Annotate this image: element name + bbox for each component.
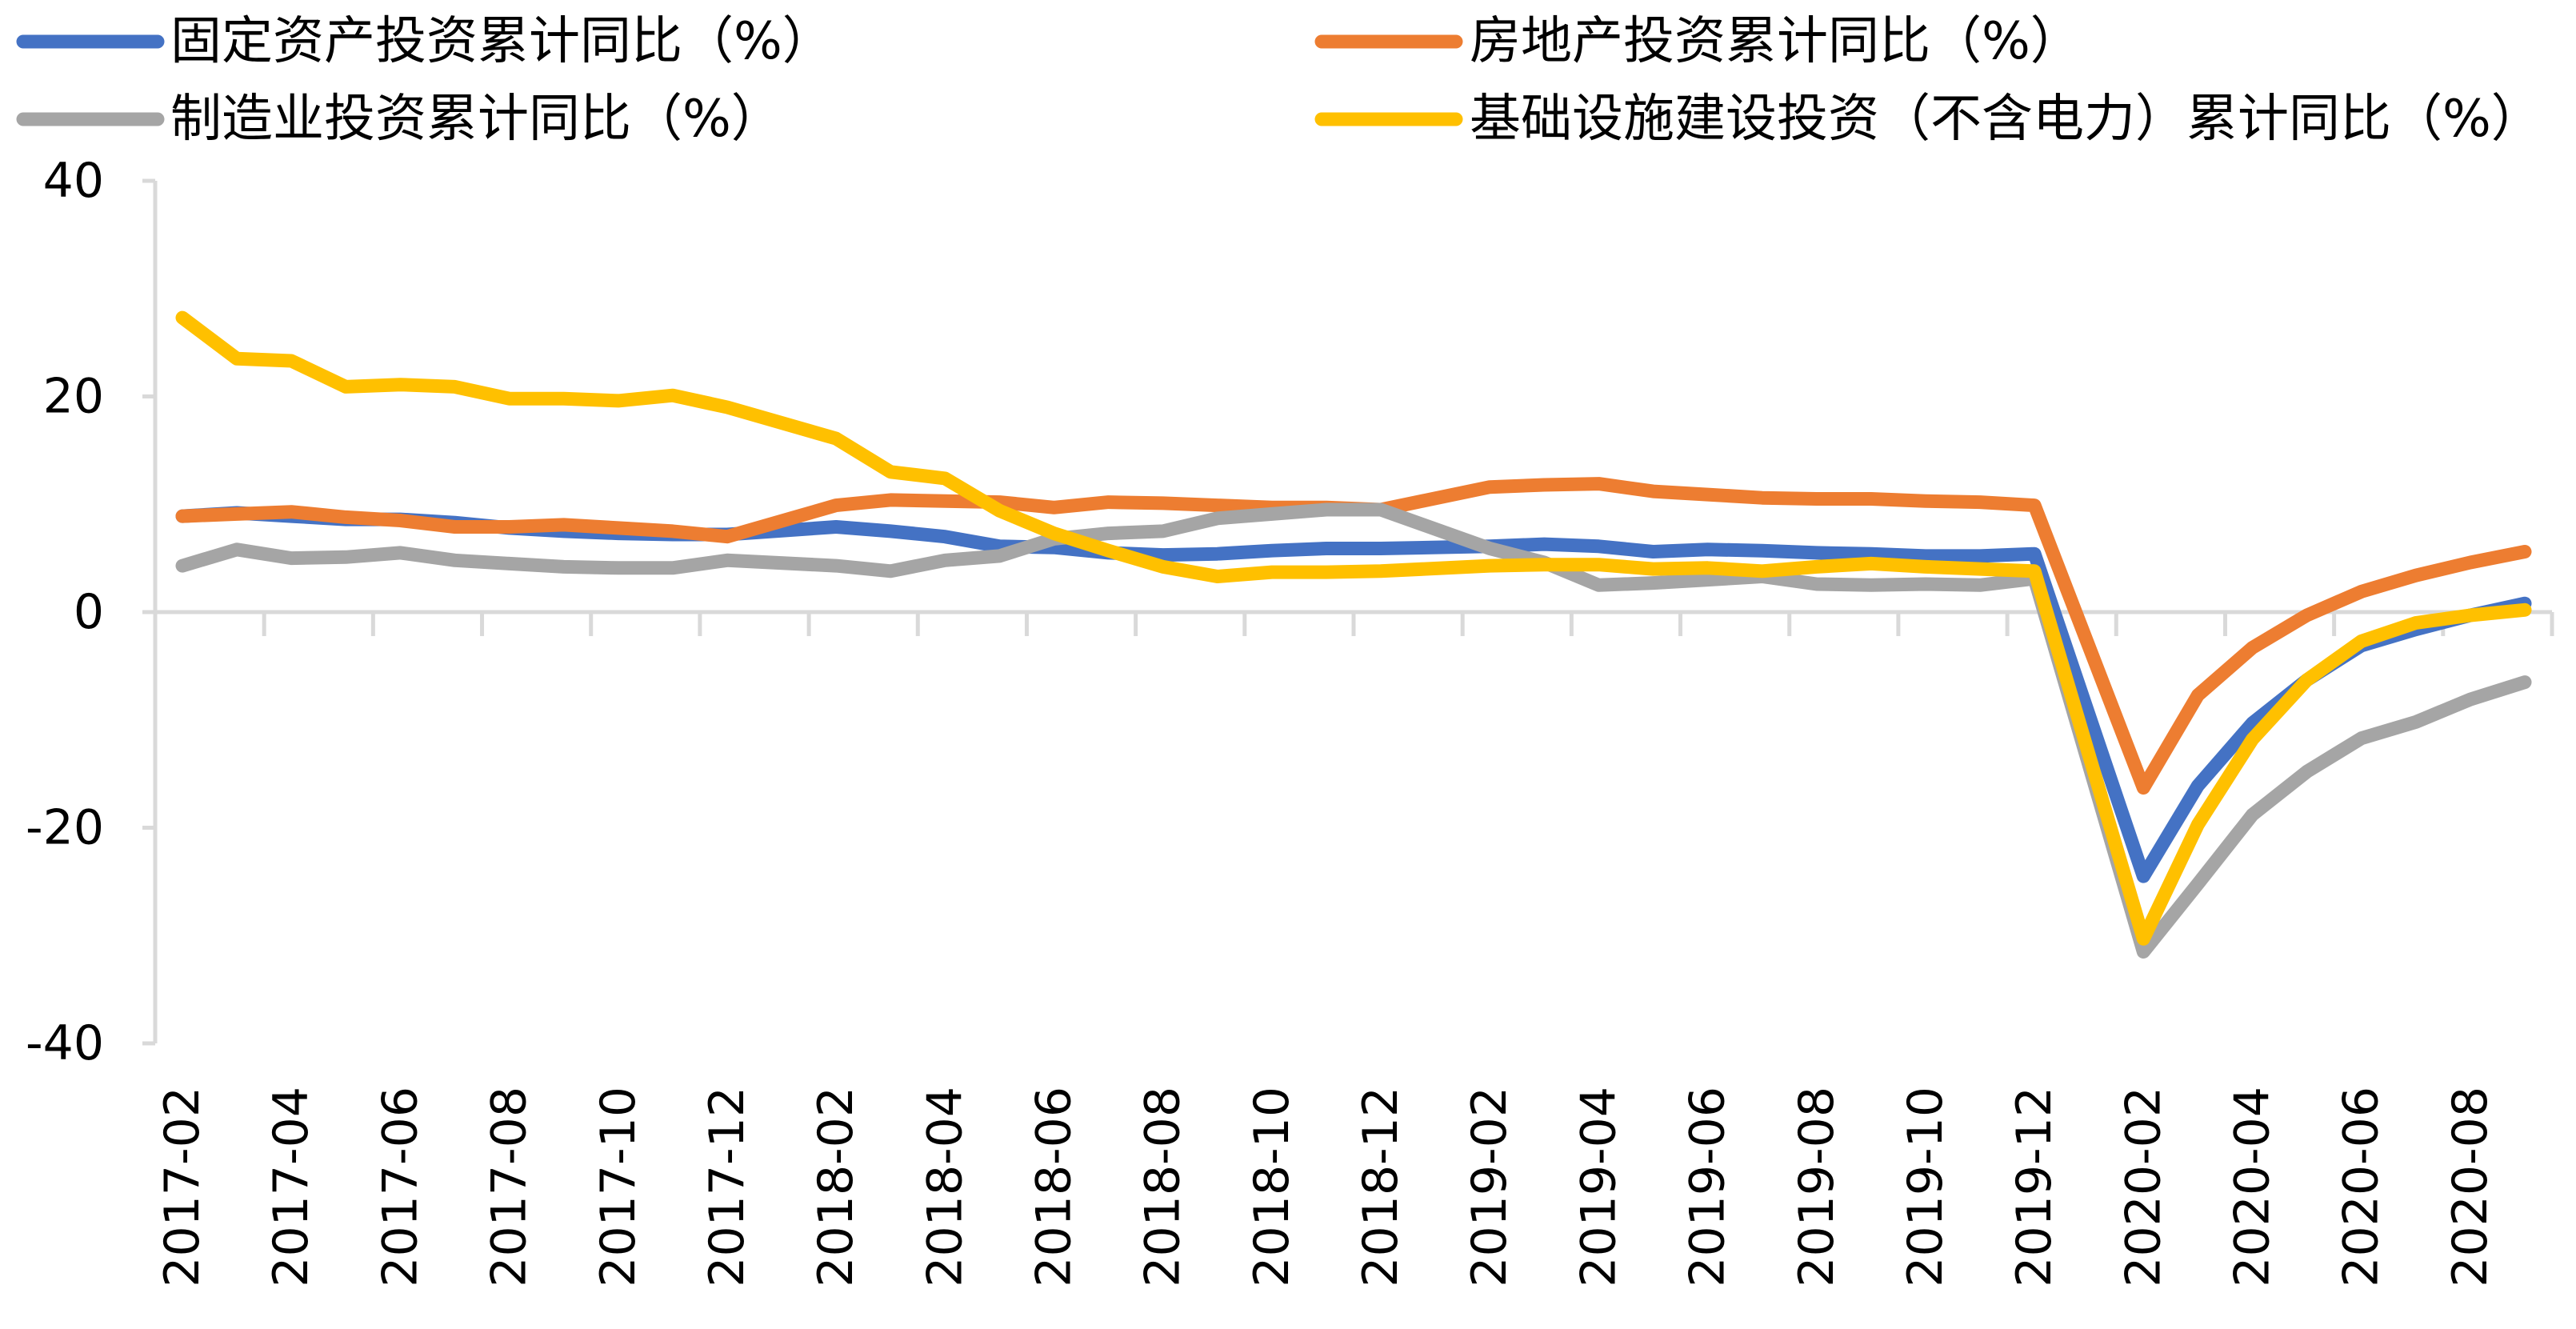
x-tick-label: 2018-04 [917, 1087, 973, 1287]
x-tick-label: 2019-12 [2006, 1087, 2062, 1287]
x-tick-label: 2020-02 [2115, 1087, 2171, 1287]
x-axis-ticks: 2017-02 2017-04 2017-06 2017-08 2017-10 2017-… [153, 612, 2554, 1287]
x-tick-label: 2019-04 [1570, 1087, 1626, 1287]
x-tick-label: 2020-04 [2225, 1087, 2281, 1287]
x-tick-label: 2020-08 [2442, 1087, 2498, 1287]
x-tick-label: 2020-06 [2334, 1087, 2390, 1287]
y-axis-ticks: 40 20 0 -20 -40 [26, 153, 155, 1071]
x-tick-label: 2018-06 [1026, 1087, 1082, 1287]
y-tick-label: 40 [43, 153, 104, 209]
x-tick-label: 2019-08 [1789, 1087, 1845, 1287]
legend-label-real-estate: 房地产投资累计同比（%） [1470, 12, 2082, 71]
legend-label-manufacturing: 制造业投资累计同比（%） [170, 90, 782, 149]
y-tick-label: 0 [74, 584, 104, 640]
x-tick-label: 2019-02 [1462, 1087, 1518, 1287]
legend-label-fixed-asset: 固定资产投资累计同比（%） [170, 12, 834, 71]
x-tick-label: 2019-06 [1680, 1087, 1736, 1287]
x-tick-label: 2019-10 [1898, 1087, 1954, 1287]
x-tick-label: 2017-02 [154, 1087, 210, 1287]
y-tick-label: 20 [43, 369, 104, 425]
x-tick-label: 2018-12 [1353, 1087, 1409, 1287]
x-tick-label: 2017-04 [263, 1087, 319, 1287]
x-tick-label: 2017-12 [699, 1087, 755, 1287]
x-tick-label: 2017-06 [372, 1087, 428, 1287]
y-tick-label: -40 [26, 1015, 104, 1071]
x-tick-label: 2017-10 [590, 1087, 646, 1287]
series-lines [175, 310, 2532, 959]
x-tick-label: 2018-08 [1135, 1087, 1191, 1287]
legend-label-infrastructure: 基础设施建设投资（不含电力）累计同比（%） [1470, 90, 2542, 149]
x-tick-label: 2018-02 [808, 1087, 864, 1287]
x-tick-label: 2017-08 [482, 1087, 538, 1287]
legend: 固定资产投资累计同比（%） 房地产投资累计同比（%） 制造业投资累计同比（%） … [16, 12, 2542, 149]
x-tick-label: 2018-10 [1244, 1087, 1300, 1287]
y-tick-label: -20 [26, 800, 104, 856]
